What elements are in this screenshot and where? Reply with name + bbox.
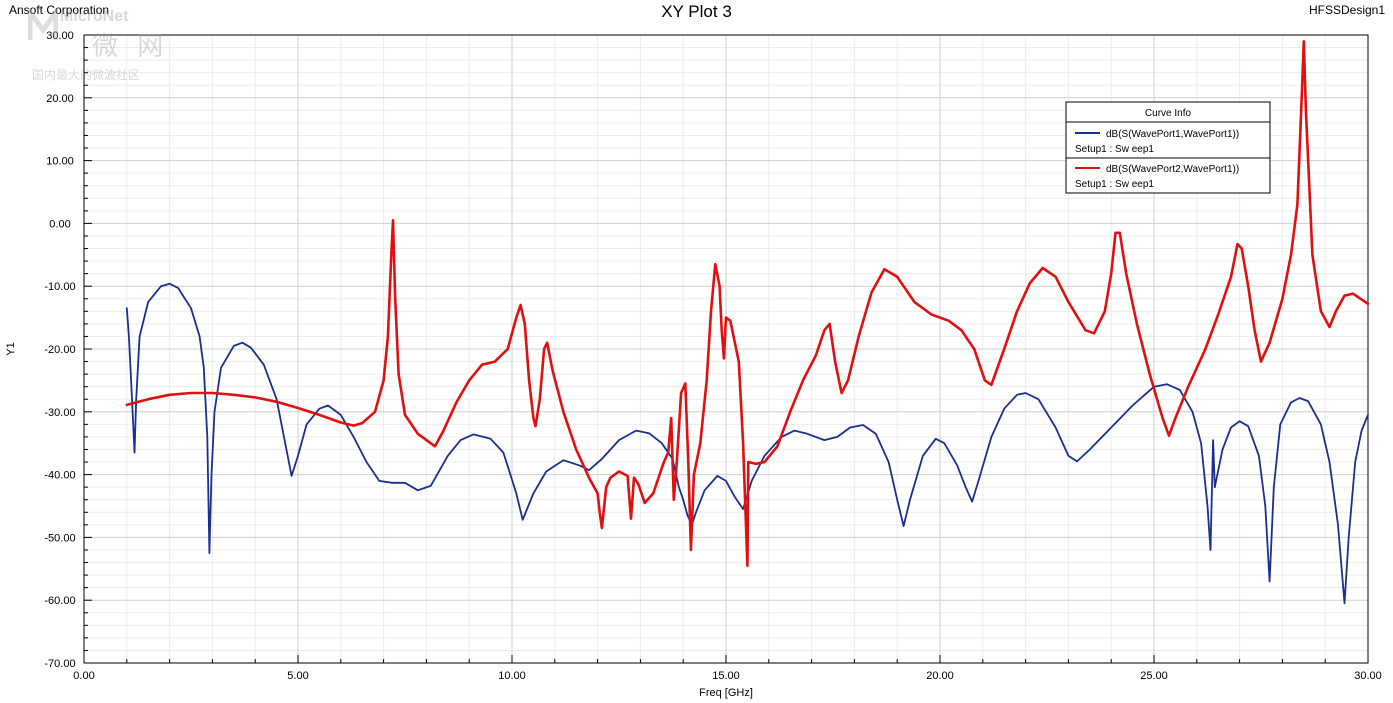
company-name: Ansoft Corporation (9, 3, 110, 17)
x-tick-labels: 0.00 5.00 10.00 15.00 20.00 25.00 30.00 (73, 670, 1381, 682)
series-line-2 (125, 40, 1370, 567)
micronet-logo-icon (27, 4, 59, 40)
y-tick-label: 0.00 (49, 218, 70, 230)
legend-title: Curve Info (1145, 108, 1192, 119)
watermark-chinese: 微 网 (92, 31, 170, 61)
y-tick-label: -30.00 (44, 407, 75, 419)
legend-entry-name: dB(S(WavePort1,WavePort1)) (1106, 129, 1239, 140)
y-tick-label: -60.00 (44, 595, 75, 607)
x-tick-label: 25.00 (1140, 670, 1168, 682)
plot-title: XY Plot 3 (661, 2, 732, 21)
series-lines (125, 40, 1370, 605)
legend-entry-setup: Setup1 : Sw eep1 (1075, 179, 1154, 190)
watermark-name: MicroNet (60, 8, 129, 25)
x-tick-label: 15.00 (712, 670, 740, 682)
x-axis-label: Freq [GHz] (699, 687, 753, 699)
legend-entry-name: dB(S(WavePort2,WavePort1)) (1106, 164, 1239, 175)
major-grid (84, 35, 1368, 663)
axis-ticks (83, 34, 1369, 664)
curve-info-legend[interactable]: Curve Info dB(S(WavePort1,WavePort1)) Setu… (1065, 101, 1271, 194)
x-tick-label: 5.00 (287, 670, 308, 682)
micronet-watermark-logo: MicroNet 微 网 国内最大的微波社区 (27, 4, 163, 82)
series-line-1 (125, 282, 1369, 605)
x-tick-label: 30.00 (1354, 670, 1382, 682)
x-tick-label: 10.00 (498, 670, 526, 682)
y-tick-label: 20.00 (46, 93, 74, 105)
x-tick-label: 20.00 (926, 670, 954, 682)
legend-entry-setup: Setup1 : Sw eep1 (1075, 144, 1154, 155)
watermark-subtitle: 国内最大的微波社区 (32, 68, 141, 82)
design-name: HFSSDesign1 (1308, 3, 1385, 17)
y-tick-label: 30.00 (46, 30, 74, 42)
y-tick-label: -10.00 (44, 281, 75, 293)
x-tick-label: 0.00 (73, 670, 94, 682)
y-tick-label: -70.00 (44, 658, 75, 670)
y-tick-label: 10.00 (46, 156, 74, 168)
y-tick-label: -50.00 (44, 532, 75, 544)
y-axis-label: Y1 (5, 342, 17, 355)
y-tick-label: -40.00 (44, 470, 75, 482)
y-tick-labels: 30.00 20.00 10.00 0.00 -10.00 -20.00 -30.00 -40… (44, 30, 75, 670)
y-tick-label: -20.00 (44, 344, 75, 356)
legend-box (1065, 101, 1271, 194)
